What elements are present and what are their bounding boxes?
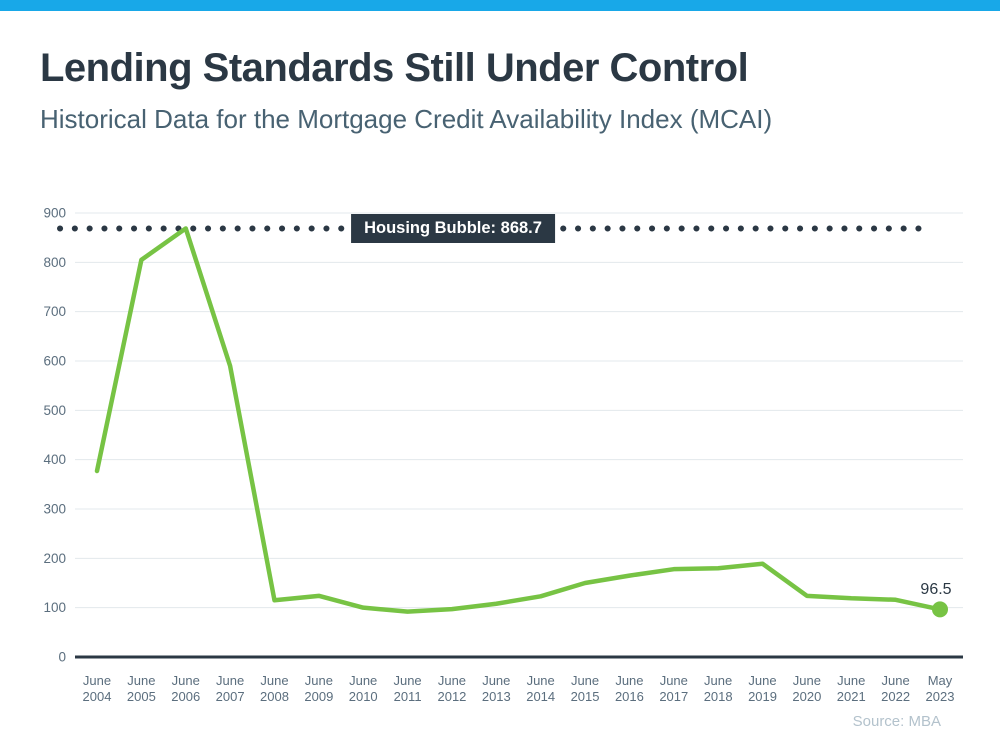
page-title: Lending Standards Still Under Control bbox=[40, 46, 749, 90]
page-subtitle: Historical Data for the Mortgage Credit … bbox=[40, 104, 773, 134]
mcai-line-chart: 0 100 200 300 400 500 600 700 800 900 June 2004 June… bbox=[0, 190, 1000, 750]
x-axis-tick-label: June 2018 bbox=[704, 673, 733, 704]
y-axis-tick-label: 200 bbox=[43, 551, 66, 566]
last-point-marker bbox=[932, 601, 948, 618]
x-axis-tick-label: June 2008 bbox=[260, 673, 289, 704]
y-axis-tick-label: 400 bbox=[43, 452, 66, 467]
y-axis-tick-label: 0 bbox=[58, 650, 66, 665]
x-axis-tick-label: June 2021 bbox=[837, 673, 866, 704]
housing-bubble-annotation: Housing Bubble: 868.7 bbox=[351, 213, 555, 243]
y-axis-tick-label: 100 bbox=[43, 600, 66, 615]
y-axis-tick-label: 300 bbox=[43, 502, 66, 517]
mcai-line-series bbox=[94, 226, 943, 614]
x-axis-tick-label: June 2011 bbox=[393, 673, 421, 704]
accent-top-bar bbox=[0, 0, 1000, 11]
x-axis-tick-label: June 2012 bbox=[437, 673, 466, 704]
x-axis-tick-label: June 2009 bbox=[304, 673, 333, 704]
x-axis-tick-label: June 2017 bbox=[659, 673, 688, 704]
x-axis-tick-label: June 2019 bbox=[748, 673, 777, 704]
x-axis-tick-label: June 2022 bbox=[881, 673, 910, 704]
y-axis-tick-label: 900 bbox=[43, 206, 66, 221]
x-axis-tick-label: June 2016 bbox=[615, 673, 644, 704]
x-axis-tick-label: June 2014 bbox=[526, 673, 555, 704]
x-axis-tick-label: June 2013 bbox=[482, 673, 511, 704]
y-axis-tick-label: 800 bbox=[43, 255, 66, 270]
y-axis-tick-label: 500 bbox=[43, 403, 66, 418]
last-value-label: 96.5 bbox=[920, 581, 952, 599]
x-axis-tick-label: June 2004 bbox=[83, 673, 112, 704]
x-axis-tick-label: May 2023 bbox=[926, 673, 955, 704]
x-axis-tick-label: June 2005 bbox=[127, 673, 156, 704]
x-axis-tick-label: June 2006 bbox=[171, 673, 200, 704]
x-axis-tick-label: June 2020 bbox=[792, 673, 821, 704]
source-credit: Source: MBA bbox=[852, 713, 941, 730]
y-axis-tick-label: 700 bbox=[43, 304, 66, 319]
y-axis-tick-label: 600 bbox=[43, 354, 66, 369]
chart-canvas: 0 100 200 300 400 500 600 700 800 900 June 2004 June… bbox=[43, 206, 963, 704]
x-axis-tick-label: June 2010 bbox=[349, 673, 378, 704]
x-axis-tick-label: June 2015 bbox=[571, 673, 600, 704]
x-axis-tick-label: June 2007 bbox=[216, 673, 245, 704]
